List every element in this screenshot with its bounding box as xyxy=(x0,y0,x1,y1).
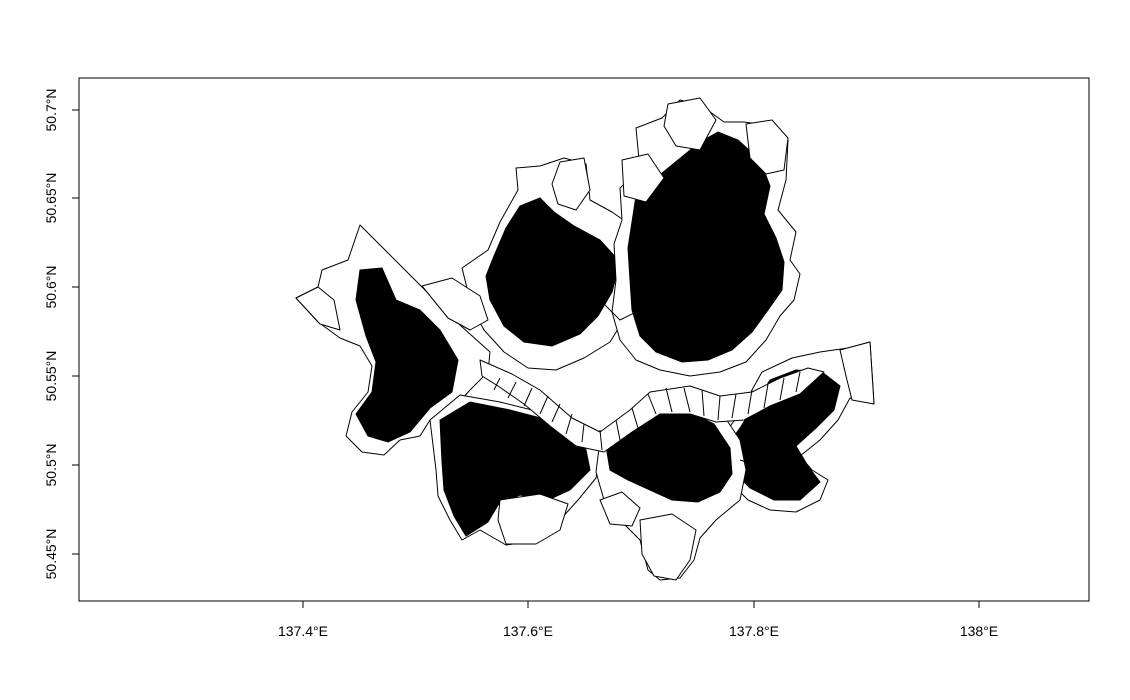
district-polygon xyxy=(839,341,875,405)
district-polygon xyxy=(497,493,569,545)
dense-area xyxy=(627,131,785,363)
boundary-polygons xyxy=(295,97,875,581)
bridge-line xyxy=(551,403,561,423)
x-tick-label: 138°E xyxy=(960,623,998,639)
x-axis: 137.4°E 137.6°E 137.8°E 138°E xyxy=(278,600,998,639)
district-polygon xyxy=(295,286,341,331)
bridge-line xyxy=(647,393,657,415)
y-tick-label: 50.45°N xyxy=(43,529,59,580)
bridge-line xyxy=(507,381,517,399)
bridge-line xyxy=(701,389,705,417)
bridge-line xyxy=(731,393,737,419)
bridge-line xyxy=(683,387,691,413)
bridge-lines xyxy=(493,371,801,451)
dense-area xyxy=(485,197,621,347)
bridge-line xyxy=(615,419,621,441)
y-tick-label: 50.5°N xyxy=(43,444,59,487)
district-polygon xyxy=(621,153,665,203)
bridge-line xyxy=(779,377,785,401)
x-tick-label: 137.6°E xyxy=(503,623,553,639)
bridge-line xyxy=(539,395,549,415)
bridge-line xyxy=(795,371,801,393)
bridge-line xyxy=(599,429,603,451)
dense-area xyxy=(355,267,459,443)
district-polygon xyxy=(639,513,697,581)
bridge-line xyxy=(763,383,769,409)
y-tick-label: 50.55°N xyxy=(43,351,59,402)
x-tick-label: 137.8°E xyxy=(729,623,779,639)
district-polygon xyxy=(745,119,789,175)
bridge-line xyxy=(523,387,533,407)
bridge-line xyxy=(747,389,753,415)
interior-boundaries xyxy=(399,199,801,471)
y-tick-label: 50.65°N xyxy=(43,173,59,224)
river-corridor xyxy=(479,359,825,453)
y-tick-label: 50.7°N xyxy=(43,89,59,132)
bridge-line xyxy=(665,387,673,413)
y-axis: 50.45°N 50.5°N 50.55°N 50.6°N 50.65°N 50… xyxy=(43,89,80,580)
district-polygon xyxy=(421,277,489,331)
bridge-line xyxy=(565,413,573,435)
x-tick-label: 137.4°E xyxy=(278,623,328,639)
bridge-line xyxy=(717,395,721,421)
district-polygon xyxy=(599,491,641,527)
district-polygon xyxy=(551,157,591,211)
bridge-line xyxy=(631,407,639,429)
bridge-line xyxy=(493,377,501,391)
district-polygon xyxy=(663,97,717,151)
bridge-line xyxy=(581,423,585,443)
y-tick-label: 50.6°N xyxy=(43,266,59,309)
